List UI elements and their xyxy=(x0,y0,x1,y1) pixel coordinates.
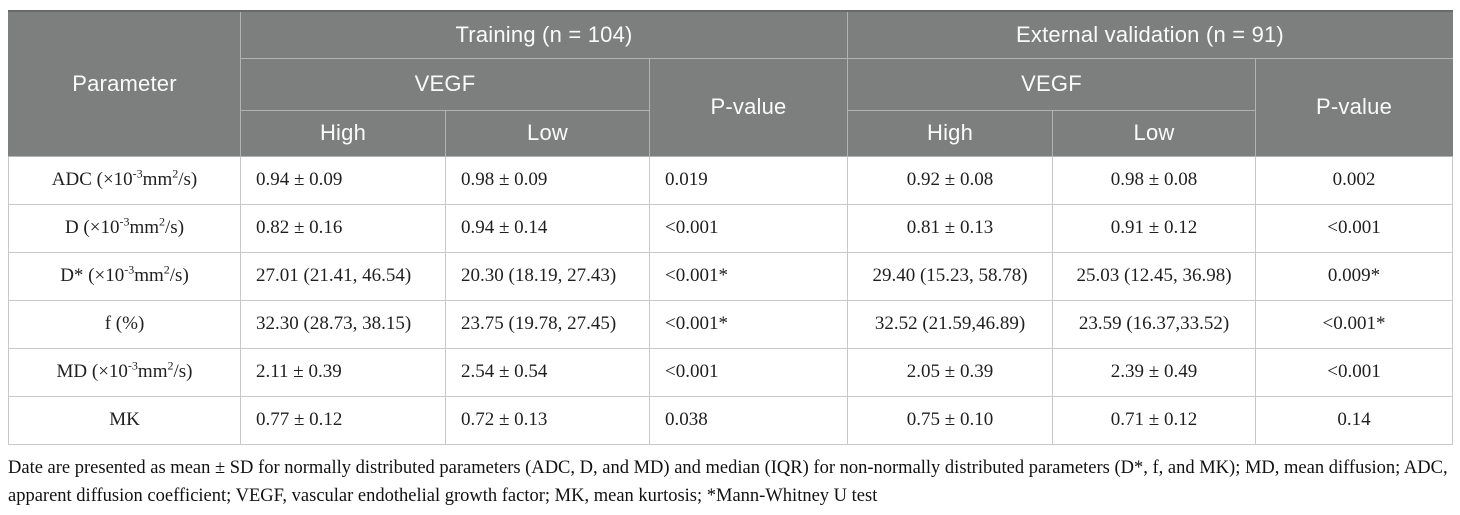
header-vegf-training: VEGF xyxy=(240,57,650,111)
training-low-cell: 20.30 (18.19, 27.43) xyxy=(445,251,650,301)
param-text: /s) xyxy=(178,169,198,190)
external-low-cell: 0.71 ± 0.12 xyxy=(1052,395,1257,445)
header-external-validation-group: External validation (n = 91) xyxy=(847,10,1454,59)
table-row-md: MD (×10-3mm2/s) 2.11 ± 0.39 2.54 ± 0.54 … xyxy=(8,347,1454,397)
header-parameter: Parameter xyxy=(8,10,241,157)
param-sup: -3 xyxy=(132,166,143,181)
param-sup: 2 xyxy=(167,358,174,373)
table-row-mk: MK 0.77 ± 0.12 0.72 ± 0.13 0.038 0.75 ± … xyxy=(8,395,1454,445)
training-pvalue-cell: <0.001* xyxy=(648,251,849,301)
header-high-external: High xyxy=(847,109,1054,157)
parameter-cell: f (%) xyxy=(8,299,241,349)
header-pvalue-external: P-value xyxy=(1255,57,1454,157)
parameter-cell: D* (×10-3mm2/s) xyxy=(8,251,241,301)
external-high-cell: 32.52 (21.59,46.89) xyxy=(847,299,1054,349)
table-row-adc: ADC (×10-3mm2/s) 0.94 ± 0.09 0.98 ± 0.09… xyxy=(8,155,1454,205)
training-high-cell: 0.82 ± 0.16 xyxy=(240,203,446,253)
param-text: mm xyxy=(129,217,160,238)
training-high-cell: 0.77 ± 0.12 xyxy=(240,395,446,445)
training-pvalue-cell: <0.001 xyxy=(648,347,849,397)
param-text: D (×10 xyxy=(64,217,120,238)
header-training-group: Training (n = 104) xyxy=(239,10,849,59)
param-text: MD (×10 xyxy=(56,361,128,382)
training-low-cell: 2.54 ± 0.54 xyxy=(445,347,650,397)
external-high-cell: 29.40 (15.23, 58.78) xyxy=(847,251,1054,301)
param-text: MK xyxy=(109,409,140,430)
external-low-cell: 2.39 ± 0.49 xyxy=(1052,347,1257,397)
training-high-cell: 27.01 (21.41, 46.54) xyxy=(240,251,446,301)
param-text: /s) xyxy=(169,265,189,286)
training-pvalue-cell: <0.001* xyxy=(648,299,849,349)
param-sup: 2 xyxy=(159,214,166,229)
external-pvalue-cell: 0.14 xyxy=(1255,395,1454,445)
training-high-cell: 0.94 ± 0.09 xyxy=(240,155,446,205)
param-text: mm xyxy=(134,265,164,286)
external-low-cell: 0.91 ± 0.12 xyxy=(1052,203,1257,253)
table-row-f: f (%) 32.30 (28.73, 38.15) 23.75 (19.78,… xyxy=(8,299,1454,349)
external-low-cell: 25.03 (12.45, 36.98) xyxy=(1052,251,1257,301)
param-text: mm xyxy=(137,361,168,382)
parameters-comparison-table: Parameter Training (n = 104) External va… xyxy=(8,10,1454,445)
table-body: ADC (×10-3mm2/s) 0.94 ± 0.09 0.98 ± 0.09… xyxy=(8,155,1454,445)
table-row-dstar: D* (×10-3mm2/s) 27.01 (21.41, 46.54) 20.… xyxy=(8,251,1454,301)
training-pvalue-cell: 0.019 xyxy=(648,155,849,205)
external-low-cell: 0.98 ± 0.08 xyxy=(1052,155,1257,205)
header-low-training: Low xyxy=(445,109,650,157)
param-text: ADC (×10 xyxy=(51,169,133,190)
external-pvalue-cell: 0.009* xyxy=(1255,251,1454,301)
param-text: mm xyxy=(142,169,173,190)
param-text: f (%) xyxy=(104,313,145,334)
external-pvalue-cell: 0.002 xyxy=(1255,155,1454,205)
training-pvalue-cell: 0.038 xyxy=(648,395,849,445)
external-pvalue-cell: <0.001* xyxy=(1255,299,1454,349)
parameter-cell: D (×10-3mm2/s) xyxy=(8,203,241,253)
training-low-cell: 23.75 (19.78, 27.45) xyxy=(445,299,650,349)
external-pvalue-cell: <0.001 xyxy=(1255,347,1454,397)
training-low-cell: 0.94 ± 0.14 xyxy=(445,203,650,253)
external-pvalue-cell: <0.001 xyxy=(1255,203,1454,253)
header-vegf-external: VEGF xyxy=(847,57,1257,111)
header-high-training: High xyxy=(240,109,446,157)
external-high-cell: 2.05 ± 0.39 xyxy=(847,347,1054,397)
table-footnote: Date are presented as mean ± SD for norm… xyxy=(8,457,1448,507)
training-high-cell: 2.11 ± 0.39 xyxy=(240,347,446,397)
param-sup: -3 xyxy=(124,262,135,277)
param-sup: 2 xyxy=(172,166,179,181)
param-text: D* (×10 xyxy=(60,265,125,286)
training-high-cell: 32.30 (28.73, 38.15) xyxy=(240,299,446,349)
table-row-d: D (×10-3mm2/s) 0.82 ± 0.16 0.94 ± 0.14 <… xyxy=(8,203,1454,253)
param-sup: -3 xyxy=(127,358,138,373)
parameter-cell: ADC (×10-3mm2/s) xyxy=(8,155,241,205)
parameter-cell: MK xyxy=(8,395,241,445)
header-low-external: Low xyxy=(1052,109,1257,157)
external-low-cell: 23.59 (16.37,33.52) xyxy=(1052,299,1257,349)
table-header: Parameter Training (n = 104) External va… xyxy=(8,10,1454,157)
external-high-cell: 0.92 ± 0.08 xyxy=(847,155,1054,205)
param-sup: 2 xyxy=(163,262,170,277)
training-pvalue-cell: <0.001 xyxy=(648,203,849,253)
parameter-cell: MD (×10-3mm2/s) xyxy=(8,347,241,397)
param-text: /s) xyxy=(173,361,193,382)
training-low-cell: 0.98 ± 0.09 xyxy=(445,155,650,205)
training-low-cell: 0.72 ± 0.13 xyxy=(445,395,650,445)
param-sup: -3 xyxy=(119,214,130,229)
external-high-cell: 0.75 ± 0.10 xyxy=(847,395,1054,445)
external-high-cell: 0.81 ± 0.13 xyxy=(847,203,1054,253)
header-pvalue-training: P-value xyxy=(648,57,849,157)
param-text: /s) xyxy=(165,217,185,238)
